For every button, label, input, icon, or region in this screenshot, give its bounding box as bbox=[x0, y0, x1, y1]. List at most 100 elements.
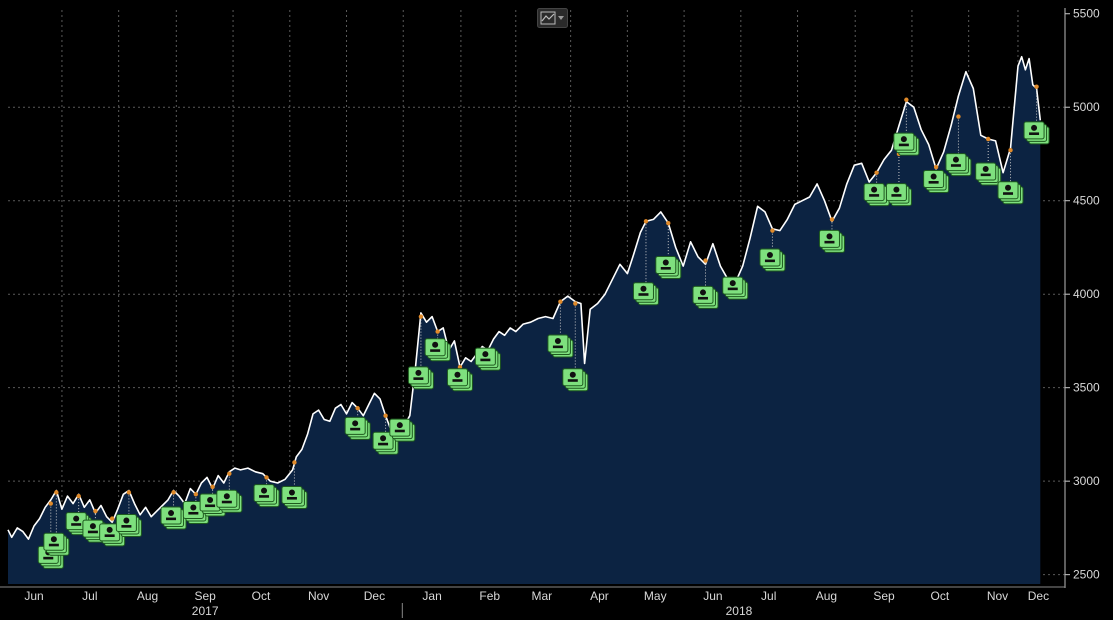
event-badge bbox=[863, 183, 885, 202]
event-marker[interactable] bbox=[253, 475, 280, 508]
x-tick-label: Jul bbox=[82, 589, 97, 603]
x-tick-label: Jan bbox=[422, 589, 441, 603]
event-dot bbox=[666, 220, 671, 226]
event-marker[interactable] bbox=[655, 220, 682, 280]
x-tick-label: May bbox=[644, 589, 667, 603]
event-marker[interactable] bbox=[160, 490, 187, 530]
event-marker[interactable] bbox=[182, 492, 209, 524]
event-badge bbox=[182, 500, 204, 519]
person-icon bbox=[871, 186, 878, 193]
x-tick-label: Nov bbox=[987, 589, 1008, 603]
x-tick-label: Aug bbox=[816, 589, 837, 603]
event-marker[interactable] bbox=[199, 484, 226, 517]
event-marker[interactable] bbox=[474, 347, 501, 371]
event-marker[interactable] bbox=[281, 460, 308, 509]
y-tick-label: 4500 bbox=[1073, 194, 1100, 208]
event-marker[interactable] bbox=[632, 219, 659, 306]
axes: 2500 3000 3500 4000 4500 5000 5500 Jun Jul Aug Sep… bbox=[0, 7, 1100, 618]
event-badge bbox=[281, 485, 303, 504]
x-tick-label: Oct bbox=[931, 589, 950, 603]
event-badge bbox=[389, 418, 411, 437]
chart-type-button[interactable] bbox=[537, 8, 568, 28]
event-dot bbox=[171, 490, 176, 495]
series-area bbox=[8, 56, 1041, 584]
event-marker[interactable] bbox=[344, 406, 371, 440]
x-tick-label: Jun bbox=[24, 589, 43, 603]
event-marker[interactable] bbox=[446, 364, 473, 392]
event-marker[interactable] bbox=[759, 228, 786, 272]
event-badge bbox=[199, 493, 221, 512]
event-dot bbox=[126, 490, 132, 495]
event-marker[interactable] bbox=[562, 301, 589, 392]
event-badge bbox=[407, 366, 429, 385]
event-marker[interactable] bbox=[43, 490, 70, 556]
event-marker[interactable] bbox=[389, 418, 416, 442]
person-icon bbox=[482, 351, 489, 358]
y-tick-label: 5000 bbox=[1073, 100, 1100, 114]
event-badge bbox=[655, 256, 677, 275]
event-dot bbox=[418, 314, 424, 319]
x-tick-label: Mar bbox=[531, 589, 552, 603]
x-tick-label: Oct bbox=[252, 589, 271, 603]
event-badge bbox=[43, 532, 65, 551]
x-tick-label: Dec bbox=[364, 589, 385, 603]
event-badge bbox=[923, 170, 945, 189]
event-markers bbox=[37, 84, 1050, 569]
event-marker[interactable] bbox=[407, 314, 434, 390]
x-tick-label: Sep bbox=[194, 589, 216, 603]
person-icon bbox=[900, 136, 907, 143]
event-dot bbox=[355, 406, 360, 411]
line-chart-icon bbox=[540, 11, 556, 25]
event-badge bbox=[344, 416, 366, 435]
person-icon bbox=[1005, 184, 1012, 191]
event-dot bbox=[986, 136, 991, 142]
y-tick-label: 3500 bbox=[1073, 381, 1100, 395]
event-badge bbox=[759, 248, 781, 267]
event-marker[interactable] bbox=[885, 151, 912, 207]
event-marker[interactable] bbox=[547, 299, 574, 358]
event-badge bbox=[818, 229, 840, 248]
event-marker[interactable] bbox=[893, 97, 920, 156]
y-tick-label: 5500 bbox=[1073, 7, 1100, 21]
chevron-down-icon bbox=[558, 16, 564, 20]
event-marker[interactable] bbox=[997, 148, 1024, 205]
event-marker[interactable] bbox=[216, 471, 243, 513]
event-marker[interactable] bbox=[692, 258, 719, 309]
event-marker[interactable] bbox=[722, 276, 749, 300]
event-dot bbox=[76, 493, 81, 499]
person-icon bbox=[554, 338, 561, 345]
person-icon bbox=[207, 496, 214, 503]
event-marker[interactable] bbox=[923, 164, 950, 194]
event-badge bbox=[692, 285, 714, 304]
event-dot bbox=[109, 516, 115, 521]
person-icon bbox=[50, 536, 57, 543]
event-marker[interactable] bbox=[975, 136, 1002, 186]
event-marker[interactable] bbox=[115, 490, 142, 538]
event-dot bbox=[770, 228, 775, 233]
event-badge bbox=[372, 431, 394, 450]
event-dot bbox=[874, 170, 879, 175]
event-badge bbox=[997, 181, 1019, 200]
person-icon bbox=[380, 435, 387, 442]
event-badge bbox=[1023, 121, 1045, 140]
event-badge bbox=[562, 368, 584, 387]
event-dot bbox=[829, 217, 835, 222]
event-marker[interactable] bbox=[863, 170, 890, 207]
person-icon bbox=[826, 233, 833, 240]
x-tick-label: Dec bbox=[1028, 589, 1049, 603]
event-marker[interactable] bbox=[945, 114, 972, 177]
event-marker[interactable] bbox=[818, 217, 845, 253]
event-dot bbox=[1008, 148, 1013, 153]
area-fill bbox=[8, 56, 1041, 584]
event-marker[interactable] bbox=[424, 329, 451, 362]
event-marker[interactable] bbox=[372, 413, 399, 455]
person-icon bbox=[930, 173, 937, 180]
event-badge bbox=[446, 368, 468, 387]
event-badge bbox=[474, 347, 496, 366]
person-icon bbox=[432, 341, 439, 348]
event-marker[interactable] bbox=[1023, 84, 1050, 145]
x-tick-label: Feb bbox=[479, 589, 500, 603]
person-icon bbox=[982, 166, 989, 173]
person-icon bbox=[396, 422, 403, 429]
